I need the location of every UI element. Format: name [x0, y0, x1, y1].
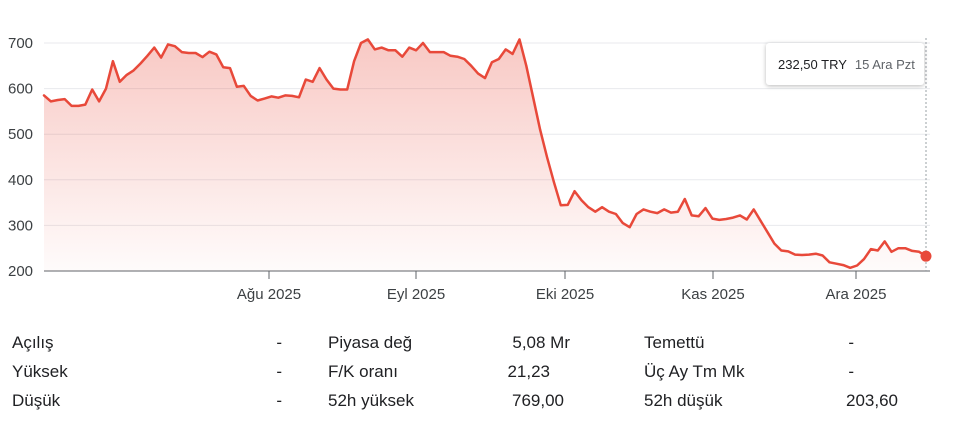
- x-tick-label: Eki 2025: [536, 286, 594, 303]
- price-area: [44, 39, 926, 272]
- price-tooltip: 232,50 TRY 15 Ara Pzt: [766, 43, 924, 85]
- stat-label-52w-high: 52h yüksek: [328, 391, 414, 410]
- stat-label-open: Açılış: [12, 333, 54, 352]
- y-tick-label: 600: [8, 81, 33, 98]
- stat-label-52w-low: 52h düşük: [644, 391, 723, 410]
- stat-value-pe-ratio: 21,23: [507, 362, 550, 381]
- y-axis: 700 600 500 400 300 200: [8, 35, 33, 280]
- y-tick-label: 400: [8, 172, 33, 189]
- price-chart[interactable]: 700 600 500 400 300 200 Ağu 2025 Eyl 2025 Eki 2…: [0, 0, 960, 320]
- x-axis: Ağu 2025 Eyl 2025 Eki 2025 Kas 2025 Ara 2025: [237, 271, 887, 303]
- stat-value-market-cap: 5,08 Mr: [512, 333, 570, 352]
- stat-label-low: Düşük: [12, 391, 61, 410]
- y-tick-label: 300: [8, 217, 33, 234]
- stat-value-dividend: -: [848, 333, 854, 352]
- stat-value-low: -: [276, 391, 282, 410]
- tooltip-date: 15 Ara Pzt: [854, 56, 915, 72]
- stat-label-dividend: Temettü: [644, 333, 705, 352]
- stat-value-open: -: [276, 333, 282, 352]
- stat-label-market-cap: Piyasa değ: [328, 333, 413, 352]
- stat-value-52w-low: 203,60: [846, 391, 898, 410]
- stat-value-quarterly-div: -: [848, 362, 854, 381]
- stat-value-52w-high: 769,00: [512, 391, 564, 410]
- stat-label-quarterly-div: Üç Ay Tm Mk: [644, 362, 745, 381]
- stat-label-pe-ratio: F/K oranı: [328, 362, 398, 381]
- current-price-dot[interactable]: [920, 250, 932, 262]
- x-tick-label: Kas 2025: [681, 286, 744, 303]
- tooltip-price: 232,50 TRY: [778, 56, 847, 72]
- stat-value-high: -: [276, 362, 282, 381]
- y-tick-label: 700: [8, 35, 33, 52]
- x-tick-label: Ağu 2025: [237, 286, 301, 303]
- y-tick-label: 500: [8, 126, 33, 143]
- x-tick-label: Ara 2025: [826, 286, 887, 303]
- x-tick-label: Eyl 2025: [387, 286, 445, 303]
- y-tick-label: 200: [8, 263, 33, 280]
- stat-label-high: Yüksek: [12, 362, 68, 381]
- price-line: [42, 38, 928, 270]
